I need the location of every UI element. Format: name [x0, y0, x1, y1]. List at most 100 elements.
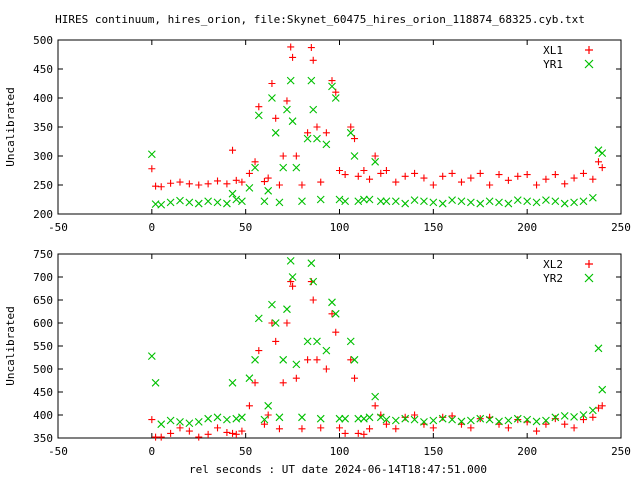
data-point [523, 171, 531, 179]
data-point [410, 196, 419, 204]
legend-marker [584, 59, 594, 69]
data-point [304, 129, 312, 137]
y-axis-label: Uncalibrated [4, 87, 17, 166]
panels: -50 0 50 100 150 200 250200250300350400450500U… [4, 34, 631, 458]
data-point [401, 413, 409, 421]
data-point [251, 158, 259, 166]
data-point [309, 56, 317, 64]
data-point [194, 199, 203, 208]
data-point [485, 415, 494, 424]
data-point [185, 419, 194, 428]
y-tick-label: 450 [33, 386, 53, 399]
data-point [229, 146, 237, 154]
data-point [166, 198, 175, 207]
y-tick-label: 650 [33, 294, 53, 307]
data-point [204, 180, 212, 188]
data-point [560, 412, 569, 420]
data-point [307, 259, 316, 268]
data-point [341, 414, 350, 423]
data-point [476, 169, 484, 177]
data-point [588, 406, 597, 415]
x-tick-label: -50 [48, 221, 68, 234]
data-point [335, 195, 344, 204]
data-point [579, 411, 588, 419]
data-point [223, 428, 231, 436]
y-tick-label: 450 [33, 63, 53, 76]
data-point [485, 197, 494, 206]
y-tick-label: 550 [33, 340, 53, 353]
data-point [283, 97, 291, 105]
data-point [279, 355, 288, 364]
chart-panel-2: -50 0 50 100 150 200 250 350 400 450 500 550 600 650 7… [4, 248, 631, 458]
data-point [551, 171, 559, 179]
data-point [303, 337, 312, 346]
x-tick-label: 100 [330, 221, 350, 234]
data-point [194, 418, 203, 426]
x-tick-label: 250 [611, 445, 631, 458]
data-point [157, 420, 166, 429]
data-point [287, 43, 295, 51]
data-point [328, 77, 336, 85]
data-point [347, 123, 355, 131]
data-point [245, 169, 253, 177]
data-point [532, 417, 541, 426]
data-point [298, 181, 306, 189]
data-point [570, 412, 578, 421]
data-point [185, 198, 194, 207]
data-point [238, 413, 246, 422]
data-point [304, 356, 312, 364]
data-point [551, 413, 560, 422]
data-point [371, 392, 380, 401]
data-point [283, 319, 291, 327]
data-point [360, 195, 368, 204]
data-point [303, 134, 312, 143]
data-point [335, 414, 344, 423]
data-point [322, 346, 331, 355]
data-point [271, 128, 280, 137]
data-point [245, 402, 253, 410]
data-point [391, 416, 400, 425]
data-point [457, 417, 466, 426]
data-point [283, 305, 291, 314]
data-point [429, 181, 437, 189]
data-point [251, 379, 259, 387]
data-point [382, 167, 390, 174]
data-point [594, 146, 603, 155]
data-point [309, 105, 318, 114]
data-point [260, 178, 268, 186]
series-yr1 [147, 76, 607, 209]
data-point [495, 417, 503, 426]
data-point [589, 175, 597, 183]
data-point [331, 309, 340, 318]
data-point [401, 172, 409, 180]
data-point [271, 319, 280, 327]
data-point [411, 169, 419, 177]
data-point [275, 413, 284, 422]
data-point [420, 174, 428, 182]
data-point [448, 169, 456, 177]
data-point [204, 430, 212, 438]
data-point [377, 169, 385, 177]
data-point [336, 424, 343, 432]
x-tick-label: 100 [330, 445, 350, 458]
data-point [268, 300, 276, 309]
legend-label: YR2 [543, 272, 563, 285]
x-tick-label: 200 [517, 445, 537, 458]
data-point [255, 103, 263, 111]
data-point [185, 427, 193, 435]
data-point [313, 337, 321, 346]
data-point [264, 401, 273, 410]
data-point [533, 427, 541, 435]
data-point [365, 413, 374, 422]
data-point [223, 199, 231, 208]
data-point [579, 416, 587, 424]
data-point [166, 416, 175, 425]
data-point [195, 181, 203, 189]
data-point [268, 94, 276, 102]
data-point [420, 418, 428, 426]
data-point [504, 416, 513, 425]
data-point [438, 414, 447, 423]
data-point [213, 198, 222, 207]
data-point [504, 176, 512, 184]
data-point [309, 296, 317, 304]
